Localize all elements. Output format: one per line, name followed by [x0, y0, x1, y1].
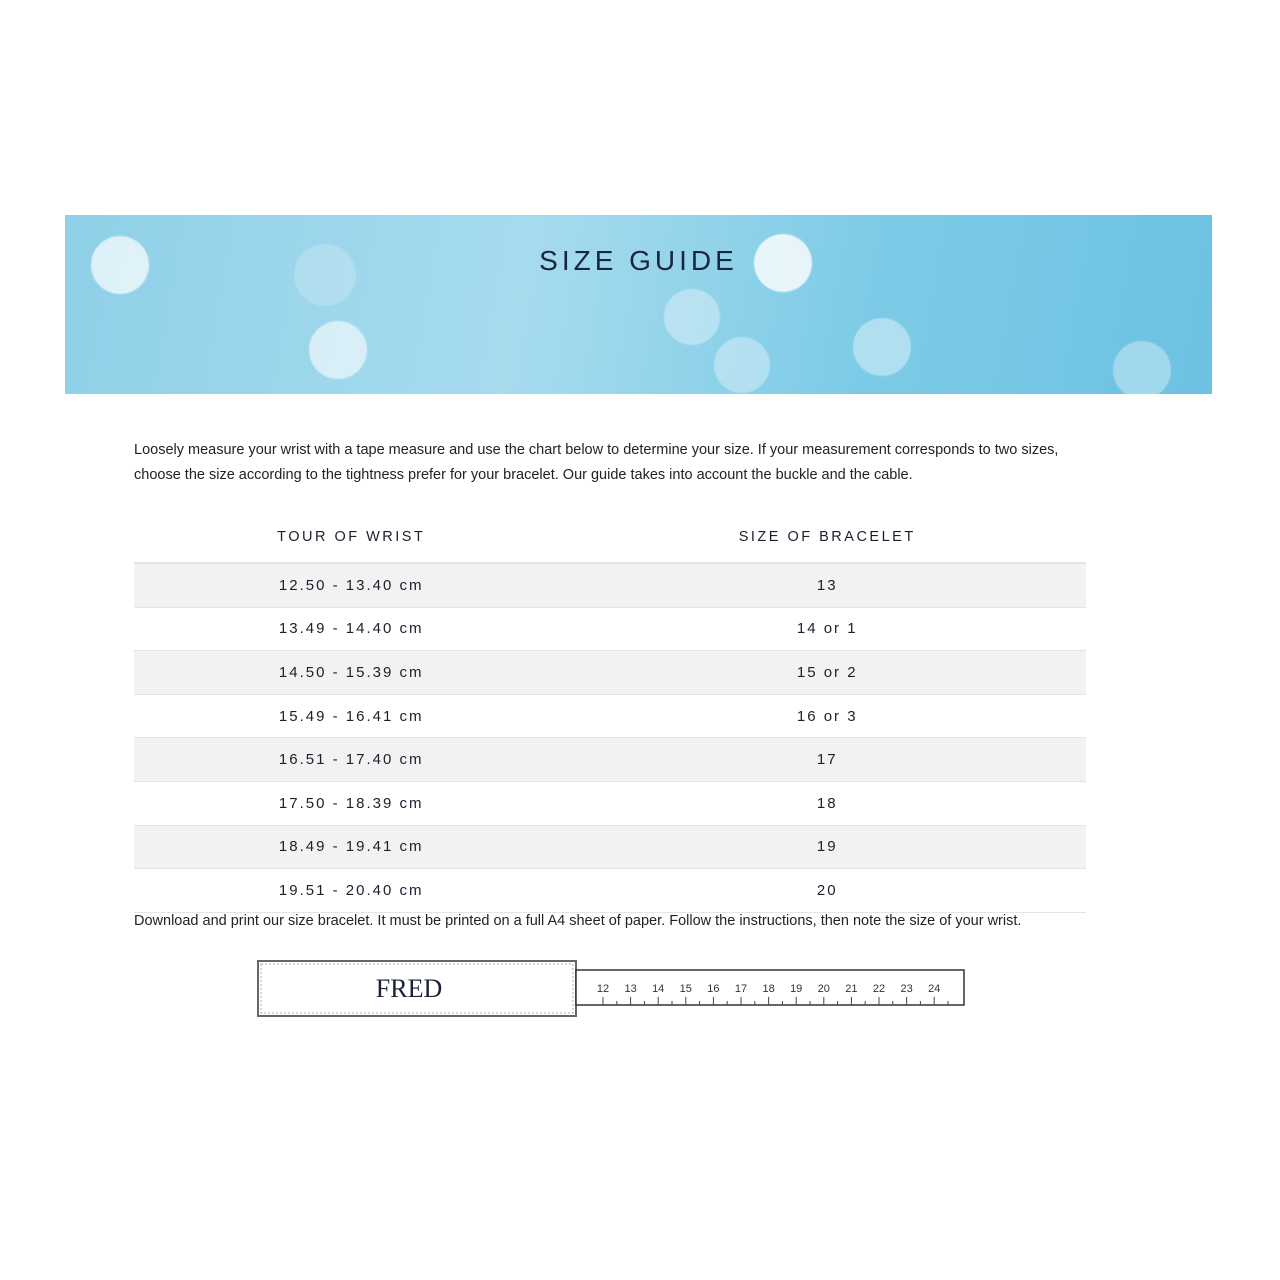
- wrist-size-cell: 18.49 - 19.41 cm: [134, 825, 569, 870]
- ruler-tape: [575, 969, 965, 1006]
- wrist-size-cell: 19.51 - 20.40 cm: [134, 868, 569, 913]
- download-text: Download and print our size bracelet. It…: [134, 913, 1022, 929]
- ruler-tick-label: 22: [873, 983, 885, 995]
- table-row: 12.50 - 13.40 cm 13: [134, 563, 1086, 608]
- ruler-tick-label: 19: [790, 983, 802, 995]
- wrist-size-cell: 13.49 - 14.40 cm: [134, 607, 569, 652]
- column-header-wrist: TOUR OF WRIST: [134, 512, 569, 564]
- wrist-size-cell: 16.51 - 17.40 cm: [134, 737, 569, 782]
- column-header-size: SIZE OF BRACELET: [568, 512, 1086, 564]
- bracelet-size-cell: 17: [568, 737, 1086, 782]
- ruler-tick-label: 15: [680, 983, 692, 995]
- ruler-tick-label: 20: [818, 983, 830, 995]
- ruler-tick-label: 14: [652, 983, 664, 995]
- wrist-size-cell: 12.50 - 13.40 cm: [134, 563, 569, 608]
- table-row: 14.50 - 15.39 cm 15 or 2: [134, 650, 1086, 695]
- ruler-tick-label: 23: [900, 983, 912, 995]
- bracelet-size-cell: 15 or 2: [568, 650, 1086, 695]
- bracelet-size-cell: 20: [568, 868, 1086, 913]
- ruler-tick-label: 13: [624, 983, 636, 995]
- size-table: TOUR OF WRIST SIZE OF BRACELET 12.50 - 1…: [134, 512, 1086, 913]
- ruler-tick-label: 18: [762, 983, 774, 995]
- fred-logo: FRED: [376, 974, 442, 1003]
- wrist-size-cell: 17.50 - 18.39 cm: [134, 781, 569, 826]
- intro-text: Loosely measure your wrist with a tape m…: [134, 442, 1059, 483]
- ruler-tick-label: 16: [707, 983, 719, 995]
- bracelet-size-cell: 16 or 3: [568, 694, 1086, 739]
- bracelet-size-cell: 18: [568, 781, 1086, 826]
- size-bracelet-ruler: FRED 12 13 14 15 16 17 18 19 20 21 22 23 24: [257, 960, 965, 1017]
- wrist-size-cell: 15.49 - 16.41 cm: [134, 694, 569, 739]
- table-row: 18.49 - 19.41 cm 19: [134, 825, 1086, 870]
- bracelet-size-cell: 19: [568, 825, 1086, 870]
- table-row: 13.49 - 14.40 cm 14 or 1: [134, 607, 1086, 652]
- ruler-tick-label: 24: [928, 983, 940, 995]
- table-row: 19.51 - 20.40 cm 20: [134, 868, 1086, 913]
- bracelet-size-cell: 14 or 1: [568, 607, 1086, 652]
- ruler-tick-label: 17: [735, 983, 747, 995]
- table-row: 16.51 - 17.40 cm 17: [134, 737, 1086, 782]
- ruler-tick-label: 21: [845, 983, 857, 995]
- ruler-logo-panel: [257, 960, 577, 1017]
- wrist-size-cell: 14.50 - 15.39 cm: [134, 650, 569, 695]
- banner: SIZE GUIDE: [65, 215, 1212, 394]
- page-title: SIZE GUIDE: [539, 245, 738, 276]
- table-row: 15.49 - 16.41 cm 16 or 3: [134, 694, 1086, 739]
- table-row: 17.50 - 18.39 cm 18: [134, 781, 1086, 826]
- bracelet-size-cell: 13: [568, 563, 1086, 608]
- ruler-dashed-border: [260, 963, 574, 1014]
- ruler-tick-label: 12: [597, 983, 609, 995]
